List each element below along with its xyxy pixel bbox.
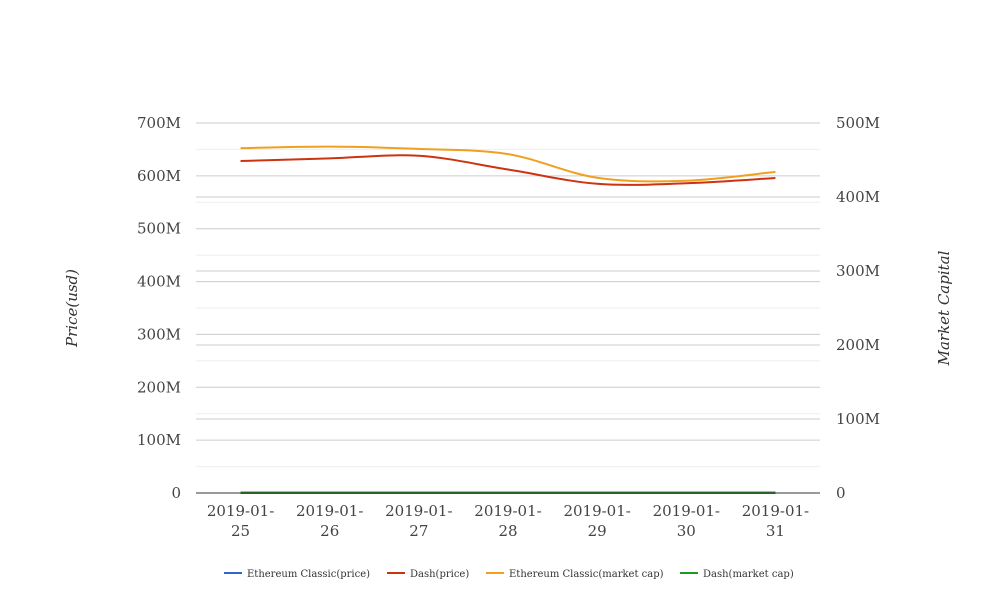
right-tick-label: 400M (836, 188, 880, 206)
x-tick-label: 2019-01-25 (207, 502, 274, 540)
series-line-1 (240, 154, 776, 186)
left-tick-label: 300M (137, 325, 181, 343)
right-tick-label: 100M (836, 410, 880, 428)
left-tick-label: 0 (171, 484, 181, 502)
x-tick-label: 2019-01-28 (474, 502, 541, 540)
right-tick-label: 200M (836, 336, 880, 354)
x-tick-label: 2019-01-27 (385, 502, 452, 540)
left-axis-title: Price(usd) (63, 269, 81, 348)
right-tick-label: 0 (836, 484, 846, 502)
left-axis-ticks: 0 100M 200M 300M 400M 500M 600M 700M (137, 114, 181, 502)
left-tick-label: 700M (137, 114, 181, 132)
right-axis-ticks: 0 100M 200M 300M 400M 500M (836, 114, 880, 502)
legend: Ethereum Classic(price) Dash(price) Ethere… (224, 569, 794, 580)
legend-label: Ethereum Classic(price) (247, 569, 370, 580)
left-tick-label: 400M (137, 273, 181, 291)
x-tick-label: 2019-01-26 (296, 502, 363, 540)
legend-label: Ethereum Classic(market cap) (509, 569, 664, 580)
legend-label: Dash(price) (410, 569, 469, 580)
left-tick-label: 200M (137, 378, 181, 396)
series-lines (240, 145, 776, 495)
x-tick-label: 2019-01-30 (653, 502, 720, 540)
x-axis-ticks: 2019-01-25 2019-01-26 2019-01-27 2019-01-28… (207, 502, 809, 540)
series-line-2 (240, 145, 776, 183)
grid-lines (196, 122, 820, 468)
left-tick-label: 600M (137, 167, 181, 185)
legend-label: Dash(market cap) (703, 569, 794, 580)
left-tick-label: 100M (137, 431, 181, 449)
right-tick-label: 500M (836, 114, 880, 132)
right-tick-label: 300M (836, 262, 880, 280)
x-tick-label: 2019-01-29 (563, 502, 630, 540)
left-tick-label: 500M (137, 220, 181, 238)
x-tick-label: 2019-01-31 (742, 502, 809, 540)
right-axis-title: Market Capital (935, 250, 953, 366)
